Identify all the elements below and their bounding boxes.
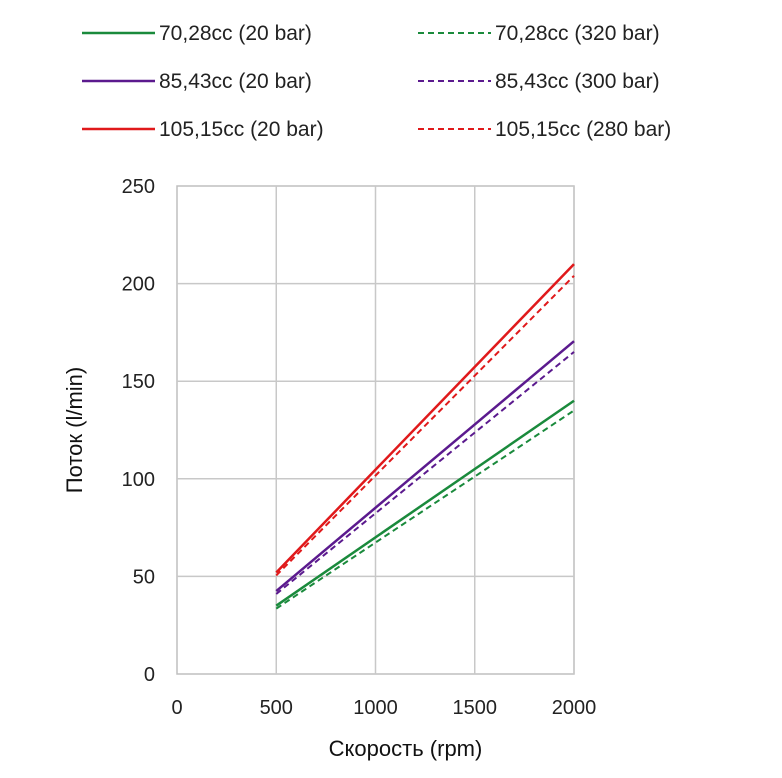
legend-item-85-43cc-20-bar: 85,43cc (20 bar) <box>82 70 312 93</box>
series-line-105-15cc-280-bar <box>275 275 575 577</box>
series-line-105-15cc-20-bar <box>275 263 575 574</box>
x-tick-label: 0 <box>171 697 182 719</box>
series-lines <box>275 263 575 610</box>
legend: 70,28cc (20 bar) 70,28cc (320 bar) 85,43cc… <box>82 22 671 141</box>
series-line-70-28cc-20-bar <box>275 399 575 607</box>
y-tick-label: 200 <box>122 274 155 296</box>
y-tick-label: 250 <box>122 176 155 198</box>
y-axis-title: Поток (l/min) <box>62 367 87 493</box>
legend-label: 105,15cc (280 bar) <box>495 118 671 141</box>
legend-label: 70,28cc (320 bar) <box>495 22 660 45</box>
legend-item-70-28cc-320-bar: 70,28cc (320 bar) <box>418 22 660 45</box>
grid <box>177 186 575 674</box>
y-tick-label: 50 <box>133 566 155 588</box>
y-axis-ticks: 0 50 100 150 200 250 <box>122 176 155 686</box>
legend-label: 85,43cc (20 bar) <box>159 70 312 93</box>
x-tick-label: 1500 <box>453 697 498 719</box>
legend-item-85-43cc-300-bar: 85,43cc (300 bar) <box>418 70 660 93</box>
legend-label: 85,43cc (300 bar) <box>495 70 660 93</box>
series-line-85-43cc-20-bar <box>275 340 575 592</box>
y-tick-label: 100 <box>122 469 155 491</box>
legend-item-105-15cc-20-bar: 105,15cc (20 bar) <box>82 118 324 141</box>
x-axis-title: Скорость (rpm) <box>329 736 483 761</box>
legend-item-70-28cc-20-bar: 70,28cc (20 bar) <box>82 22 312 45</box>
series-line-85-43cc-300-bar <box>275 351 575 595</box>
y-tick-label: 150 <box>122 371 155 393</box>
legend-item-105-15cc-280-bar: 105,15cc (280 bar) <box>418 118 671 141</box>
series-line-70-28cc-320-bar <box>275 409 575 610</box>
x-tick-label: 500 <box>260 697 293 719</box>
legend-label: 70,28cc (20 bar) <box>159 22 312 45</box>
y-tick-label: 0 <box>144 664 155 686</box>
x-axis-ticks: 0 500 1000 1500 2000 <box>171 697 596 719</box>
x-tick-label: 2000 <box>552 697 597 719</box>
x-tick-label: 1000 <box>353 697 398 719</box>
legend-label: 105,15cc (20 bar) <box>159 118 324 141</box>
